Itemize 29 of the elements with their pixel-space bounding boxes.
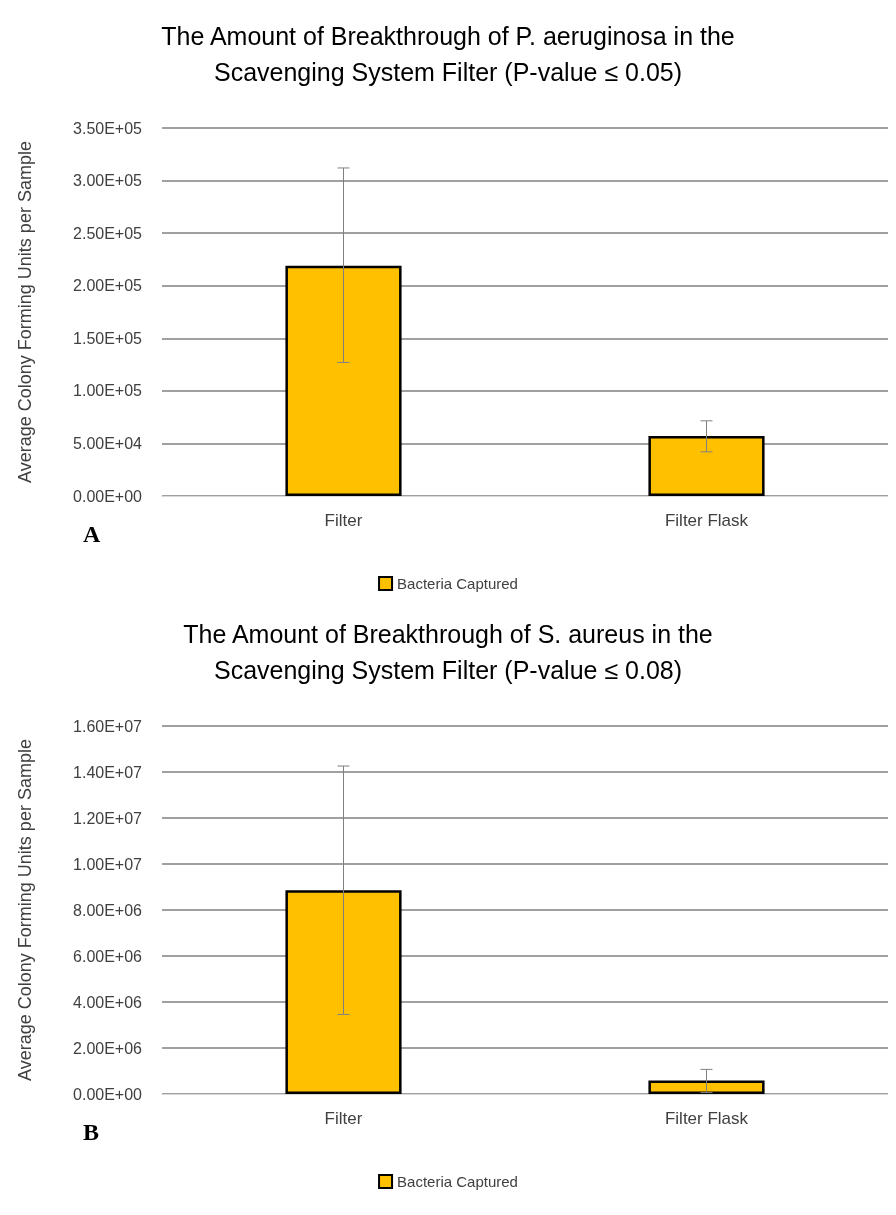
chart-title: The Amount of Breakthrough of P. aeruginosa in the Scavenging System Filter (P-value ≤ 0.05) — [161, 22, 735, 86]
y-tick-label: 1.00E+05 — [73, 382, 143, 400]
y-axis-title: Average Colony Forming Units per Sample — [15, 141, 35, 483]
y-tick-label: 6.00E+06 — [73, 947, 143, 965]
x-tick-label: Filter — [324, 511, 363, 530]
y-tick-label: 2.00E+05 — [73, 277, 143, 295]
y-tick-label: 1.40E+07 — [73, 763, 143, 781]
y-tick-label: 3.00E+05 — [73, 172, 143, 190]
y-tick-label: 0.00E+00 — [73, 1085, 143, 1103]
x-tick-label: Filter Flask — [664, 1109, 749, 1128]
chart-title: The Amount of Breakthrough of S. aureus in the Scavenging System Filter (P-value ≤ 0.08) — [183, 620, 713, 684]
x-tick-label: Filter Flask — [664, 511, 749, 530]
y-tick-label: 1.00E+07 — [73, 855, 143, 873]
y-tick-label: 1.20E+07 — [73, 809, 143, 827]
y-tick-label: 4.00E+06 — [73, 993, 143, 1011]
y-tick-label: 1.50E+05 — [73, 329, 143, 347]
y-axis-title: Average Colony Forming Units per Sample — [15, 739, 35, 1081]
text: A — [83, 521, 101, 547]
y-tick-label: 8.00E+06 — [73, 901, 143, 919]
y-tick-label: 3.50E+05 — [73, 119, 143, 137]
y-tick-label: 5.00E+04 — [73, 434, 143, 452]
y-tick-label: 2.00E+06 — [73, 1039, 143, 1057]
x-tick-label: Filter — [324, 1109, 363, 1128]
text: B — [83, 1119, 100, 1145]
y-tick-label: 2.50E+05 — [73, 224, 143, 242]
legend-label: Bacteria Captured — [397, 1173, 518, 1190]
y-tick-label: 0.00E+00 — [73, 487, 143, 505]
y-tick-label: 1.60E+07 — [73, 717, 143, 735]
legend-label: Bacteria Captured — [397, 575, 518, 592]
